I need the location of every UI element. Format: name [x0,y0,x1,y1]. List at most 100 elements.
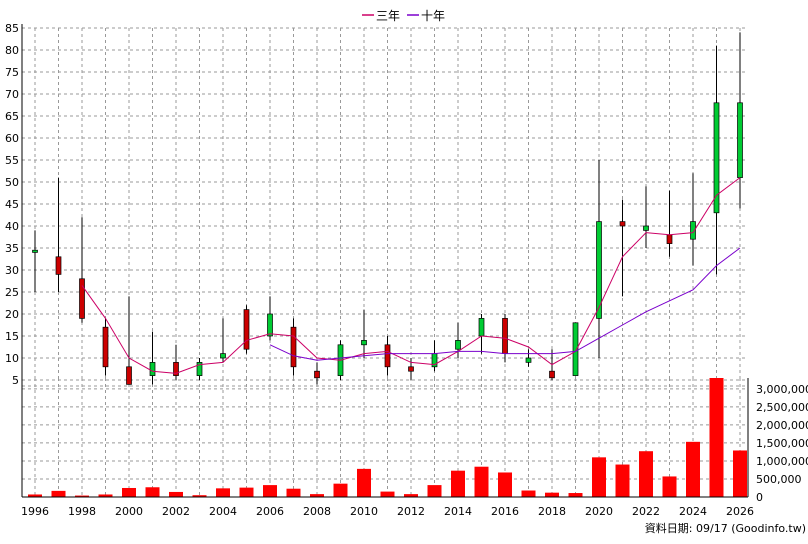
price-tick-label: 5 [12,374,19,387]
candle-body [737,102,743,178]
candle-body [690,221,696,240]
volume-bar [662,476,677,497]
volume-bar [451,470,465,497]
price-tick-label: 85 [5,22,19,35]
x-tick-label: 2004 [209,505,237,518]
volume-tick-label: 3,000,000 [756,383,808,396]
x-tick-label: 2000 [115,505,143,518]
candle-body [525,357,532,363]
candle-body [361,340,367,346]
x-tick-label: 2002 [162,505,190,518]
legend: 三年 十年 [362,9,445,23]
x-axis: 1996 1998 2000 2002 2004 2006 2008 2010 2012 2014… [21,505,754,518]
volume-tick-label: 2,500,000 [756,401,808,414]
volume-bar [75,495,89,497]
legend-label-three-year: 三年 [376,9,400,23]
volume-bar [169,491,183,497]
candles [32,32,743,385]
candle-body [596,221,602,319]
volume-bar [145,487,160,497]
volume-bar [98,494,113,497]
volume-bar [545,492,559,497]
candle-body [32,249,38,253]
price-tick-label: 55 [5,154,19,167]
volume-bar [122,487,136,497]
candle-body [666,234,673,244]
moving-average-lines [81,177,741,374]
volume-bar [592,457,606,497]
volume-bar [521,490,536,497]
volume-bar [686,441,700,497]
x-tick-label: 2008 [303,505,331,518]
volume-bar [427,485,442,497]
x-tick-label: 2022 [632,505,660,518]
volume-tick-label: 0 [756,491,763,504]
x-tick-label: 2020 [585,505,613,518]
volume-bar [28,494,42,497]
price-tick-label: 70 [5,88,19,101]
candle-body [102,326,109,368]
volume-bar [216,488,230,497]
price-tick-label: 60 [5,132,19,145]
volume-bar [310,494,324,497]
x-tick-label: 2010 [350,505,378,518]
candle-body [549,370,555,379]
candle-body [619,221,626,227]
candle-body [408,366,414,372]
candle-body [314,370,320,379]
candle-body [643,225,649,231]
price-tick-label: 50 [5,176,19,189]
candle-body [502,318,508,354]
volume-bar [51,490,66,497]
price-tick-label: 75 [5,66,19,79]
volume-bar [568,493,583,497]
volume-bar [286,488,301,497]
candle-body [713,102,720,214]
x-tick-label: 2024 [679,505,707,518]
candle-body [55,256,62,275]
price-tick-label: 15 [5,330,19,343]
volume-bar [639,451,653,497]
volume-bar [263,485,277,497]
volume-tick-label: 1,000,000 [756,455,808,468]
candle-body [220,353,226,359]
three-year-line [81,177,741,374]
price-tick-label: 40 [5,220,19,233]
volume-tick-label: 2,000,000 [756,419,808,432]
volume-bar [239,487,254,497]
candle-body [126,366,132,385]
candle-body [455,340,461,350]
ten-year-line [269,247,741,361]
volume-bar [733,450,747,497]
volume-tick-label: 1,500,000 [756,437,808,450]
x-tick-label: 1996 [21,505,49,518]
x-tick-label: 2026 [726,505,754,518]
price-tick-label: 30 [5,264,19,277]
x-tick-label: 2006 [256,505,284,518]
x-tick-label: 1998 [68,505,96,518]
candle-body [384,344,391,368]
x-tick-label: 2016 [491,505,519,518]
volume-bar [474,466,489,497]
price-tick-label: 20 [5,308,19,321]
candle-body [149,362,156,376]
volume-bar [357,468,371,497]
legend-label-ten-year: 十年 [421,9,445,23]
volume-bar [709,378,724,497]
price-tick-label: 65 [5,110,19,123]
candle-body [79,278,85,319]
candle-body [290,326,297,368]
volume-bar [615,464,630,497]
volume-tick-label: 500,000 [756,473,802,486]
source-note: 資料日期: 09/17 (Goodinfo.tw) [645,521,806,535]
candle-body [196,362,203,376]
price-axis: 5 10 15 20 25 30 35 40 45 50 55 60 65 70 75 80 85 [5,22,19,387]
x-tick-label: 2018 [538,505,566,518]
candle-body [478,318,485,337]
candle-body [572,322,579,376]
x-tick-label: 2012 [397,505,425,518]
grid [22,27,748,498]
x-tick-label: 2014 [444,505,472,518]
